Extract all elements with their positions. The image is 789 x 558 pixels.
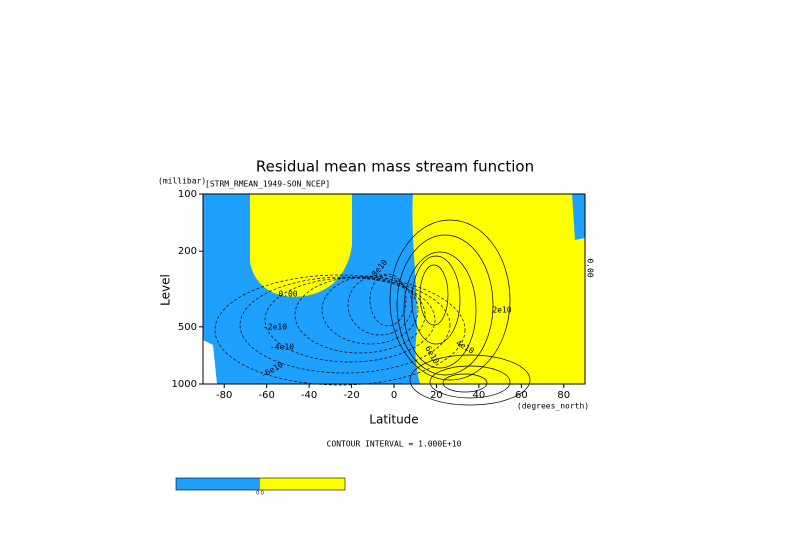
contour-line <box>429 365 511 399</box>
contour-label: -4e10 <box>270 343 294 352</box>
chart-title: Residual mean mass stream function <box>256 158 534 176</box>
contour-line <box>214 274 466 386</box>
contour-label: -2e10 <box>263 323 287 332</box>
contour-line <box>321 275 419 345</box>
x-tick-label: 60 <box>515 390 528 401</box>
x-label: Latitude <box>369 413 418 427</box>
negative-region <box>203 194 420 384</box>
x-unit: (degrees_north) <box>517 402 589 411</box>
y-tick-label: 200 <box>178 246 197 257</box>
x-tick-label: -60 <box>258 390 274 401</box>
contour-line <box>396 234 494 376</box>
x-tick-label: 0 <box>391 390 397 401</box>
y-tick-label: 500 <box>178 322 197 333</box>
colorbar-frame <box>175 477 346 491</box>
contour-label: 0.00 <box>586 258 595 277</box>
x-tick-label: -20 <box>343 390 359 401</box>
contour-label: 2e10 <box>492 306 511 315</box>
contour-note: CONTOUR INTERVAL = 1.000E+10 <box>327 440 462 449</box>
y-unit: (millibar) <box>158 177 206 186</box>
negative-region <box>572 194 585 240</box>
y-label: Level <box>159 274 173 306</box>
colorbar-label: 0.0 <box>256 491 264 497</box>
contour-label: 0.00 <box>278 290 297 299</box>
contour-line <box>419 264 449 326</box>
x-tick-label: -40 <box>301 390 317 401</box>
missing-region <box>203 340 217 384</box>
contour-line <box>442 373 488 393</box>
contours <box>214 219 531 406</box>
contour-line <box>264 277 436 363</box>
y-tick-label: 100 <box>178 189 197 200</box>
contour-line <box>239 276 451 374</box>
colorbar-negative <box>176 478 260 490</box>
subtitle: [STRM_RMEAN_1949-SON_NCEP] <box>205 180 330 189</box>
contour-line <box>411 255 461 345</box>
colorbar-positive <box>260 478 345 490</box>
y-tick-label: 1000 <box>172 379 197 390</box>
x-tick-label: -80 <box>216 390 232 401</box>
contour-line <box>294 276 426 354</box>
x-tick-label: 40 <box>473 390 486 401</box>
x-tick-label: 20 <box>430 390 443 401</box>
contour-line <box>369 273 407 327</box>
contour-line <box>403 251 477 369</box>
x-tick-label: 80 <box>557 390 570 401</box>
contour-line <box>389 219 511 381</box>
contour-line <box>409 354 531 406</box>
